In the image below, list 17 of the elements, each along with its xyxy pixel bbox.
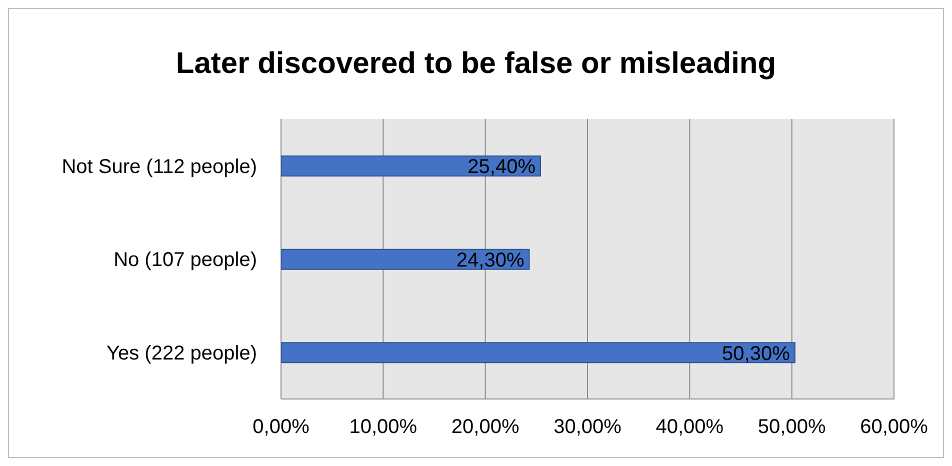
y-tick-label: Not Sure (112 people) [62,156,257,178]
bar [281,248,530,270]
data-label: 24,30% [456,249,524,272]
x-tick-label: 40,00% [656,416,724,438]
bar [281,342,796,364]
x-tick-label: 30,00% [554,416,622,438]
x-tick-label: 20,00% [451,416,520,438]
chart-title: Later discovered to be false or misleading [174,47,778,81]
x-tick-label: 60,00% [860,416,928,438]
x-tick-label: 0,00% [252,416,310,438]
bar [281,156,542,176]
y-tick-label: Yes (222 people) [106,342,257,364]
data-label: 25,40% [468,156,536,178]
x-tick-label: 10,00% [349,416,418,438]
y-tick-label: No (107 people) [114,249,257,272]
data-label: 50,30% [722,342,790,365]
x-tick-label: 50,00% [758,416,826,438]
